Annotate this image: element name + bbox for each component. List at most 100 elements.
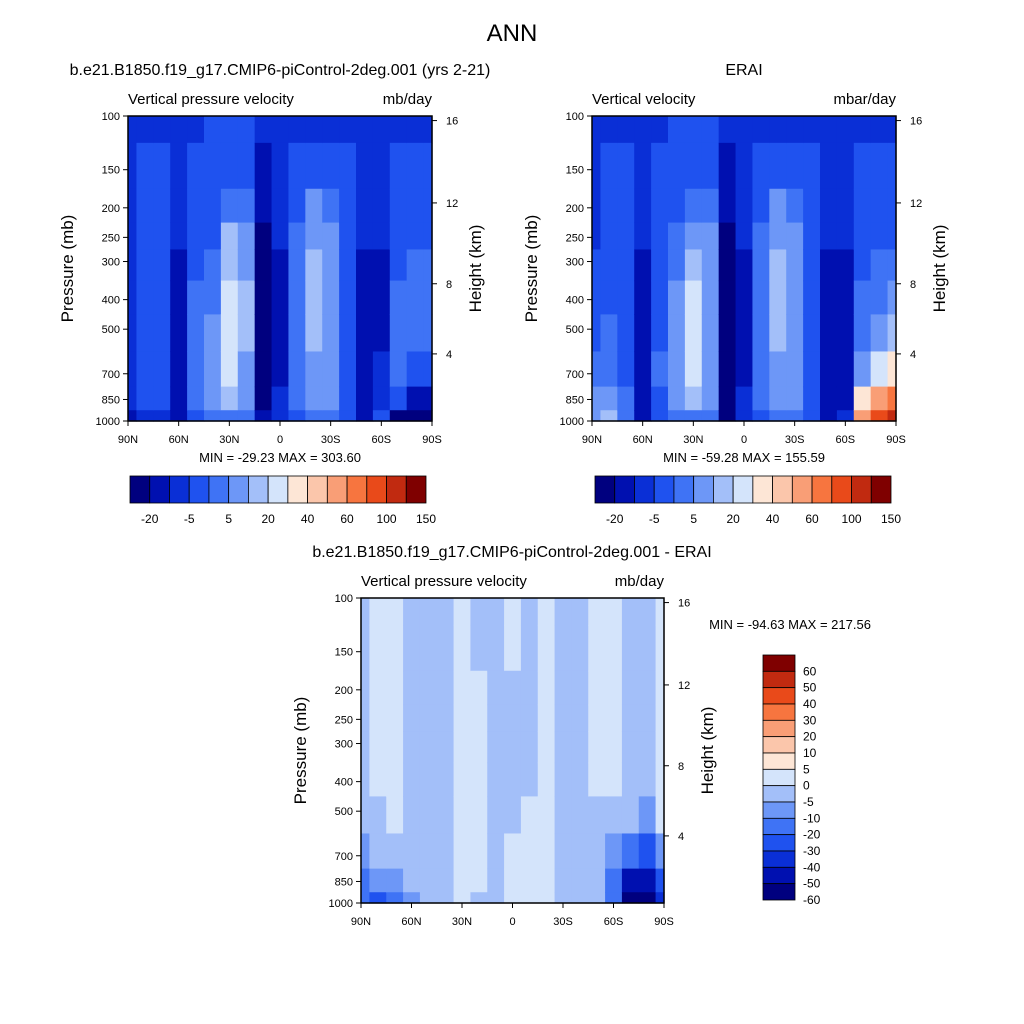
heatmap-cell [453,731,472,764]
heatmap-cell [752,351,770,388]
heatmap-cell [423,142,433,190]
heatmap-cell [638,624,657,672]
heatmap-cell [769,280,787,316]
heatmap-cell [537,796,556,835]
heatmap-cell [170,188,188,224]
heatmap-cell [170,314,188,353]
heatmap-cell [655,868,665,893]
heatmap-cell [520,833,539,870]
heatmap-cell [820,314,838,353]
heatmap-cell [520,598,539,626]
heatmap-cell [605,731,623,764]
heatmap-cell [887,116,897,144]
heatmap-cell [237,142,256,190]
heatmap-cell [436,833,455,870]
heatmap-cell [684,351,703,388]
x-tick-label: 30N [219,434,239,446]
x-tick-label: 90S [654,916,674,928]
y2-axis-label: Height (km) [698,707,717,795]
colorbar-box [762,785,796,803]
heatmap-cell [128,351,138,388]
heatmap-cell [836,188,855,224]
heatmap-cell [554,833,573,870]
heatmap-cell [887,351,897,388]
heatmap-cell [836,314,855,353]
heatmap-cell [220,116,239,144]
heatmap-cell [254,188,273,224]
heatmap-cell [372,410,391,422]
heatmap-cell [621,624,640,672]
heatmap-cell [588,704,606,733]
colorbar-label: 40 [301,512,315,526]
heatmap-cell [153,188,171,224]
heatmap-cell [887,188,897,224]
y2-tick-label: 16 [678,598,690,610]
heatmap-cell [254,314,273,353]
heatmap-cell [769,314,787,353]
heatmap-cell [136,280,154,316]
colorbar-box [673,475,695,504]
plot-1: b.e21.B1850.f19_g17.CMIP6-piControl-2deg… [58,62,490,526]
heatmap-cell [655,670,665,706]
heatmap-cell [419,704,438,733]
heatmap-cell [386,598,404,626]
x-tick-label: 60S [604,916,624,928]
heatmap-cell [204,116,222,144]
heatmap-cell [668,386,686,411]
heatmap-cell [655,624,665,672]
min-max-stats: MIN = -59.28 MAX = 155.59 [663,450,825,465]
heatmap-cell [271,280,290,316]
heatmap-cell [136,351,154,388]
heatmap-cell [638,670,657,706]
heatmap-cell [372,314,391,353]
colorbar-label: 5 [225,512,232,526]
heatmap-cell [153,386,171,411]
heatmap-cell [436,868,455,893]
y2-tick-label: 8 [910,279,916,291]
colorbar-label: 5 [803,762,810,776]
heatmap-cell [403,868,421,893]
heatmap-cell [128,116,138,144]
heatmap-cell [651,314,669,353]
heatmap-cell [769,249,787,282]
y2-tick-label: 16 [910,116,922,128]
units-label: mbar/day [833,91,896,108]
heatmap-cell [361,704,371,733]
heatmap-cell [305,410,323,422]
heatmap-cell [735,280,754,316]
heatmap-cell [605,670,623,706]
colorbar-box [346,475,368,504]
heatmap-cell [634,222,652,251]
heatmap-cell [504,624,522,672]
heatmap-cell [668,351,686,388]
colorbar-label: 100 [377,512,397,526]
heatmap-cell [470,833,488,870]
heatmap-cell [128,314,138,353]
heatmap-cell [836,280,855,316]
heatmap-cell [220,188,239,224]
heatmap-cell [153,280,171,316]
heatmap-cell [617,116,635,144]
heatmap-cell [752,116,770,144]
x-tick-label: 0 [509,916,515,928]
colorbar-box [208,475,230,504]
colorbar-box [870,475,892,504]
heatmap-cell [305,116,323,144]
y2-axis-label: Height (km) [466,225,485,313]
heatmap-cell [356,249,374,282]
heatmap-cell [537,598,556,626]
heatmap-cell [588,762,606,798]
heatmap-cell [436,598,455,626]
plot-title: b.e21.B1850.f19_g17.CMIP6-piControl-2deg… [70,62,491,79]
heatmap-cell [592,142,602,190]
heatmap-cell [600,280,618,316]
heatmap-cell [853,116,872,144]
heatmap-cell [170,280,188,316]
heatmap-cell [254,351,273,388]
heatmap-cell [361,670,371,706]
heatmap-cell [361,598,371,626]
heatmap-cell [520,796,539,835]
heatmap-cell [436,731,455,764]
